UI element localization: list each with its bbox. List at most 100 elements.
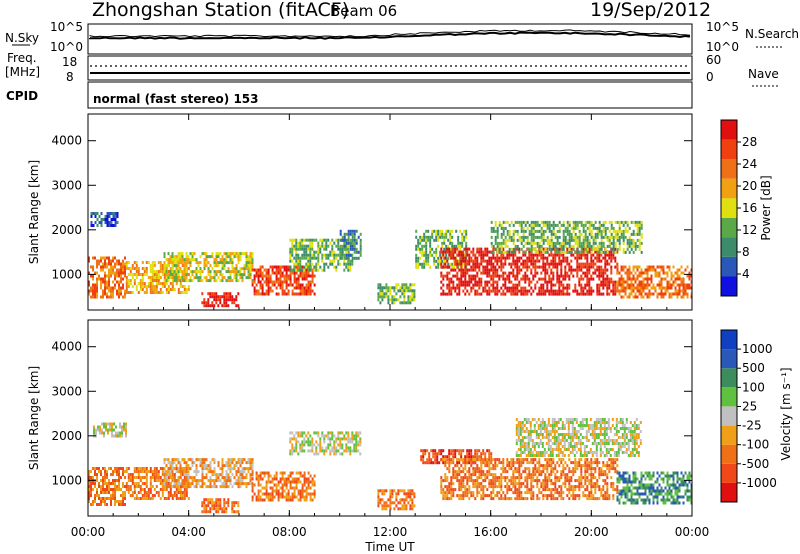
data-cell: [616, 235, 619, 239]
data-cell: [532, 238, 535, 242]
data-cell: [203, 458, 206, 462]
data-cell: [460, 265, 463, 269]
data-cell: [247, 470, 250, 474]
data-cell: [108, 268, 110, 272]
data-cell: [588, 271, 591, 275]
data-cell: [528, 232, 531, 236]
data-cell: [351, 247, 354, 251]
data-cell: [355, 229, 358, 233]
data-cell: [588, 223, 591, 227]
data-cell: [205, 498, 208, 502]
data-cell: [175, 261, 178, 264]
data-cell: [149, 279, 152, 282]
data-cell: [177, 264, 180, 268]
data-cell: [598, 223, 601, 227]
data-cell: [472, 473, 475, 477]
data-cell: [147, 282, 150, 285]
data-cell: [120, 274, 122, 278]
data-cell: [159, 291, 162, 294]
data-cell: [149, 479, 152, 482]
data-cell: [120, 476, 122, 479]
data-cell: [349, 229, 352, 233]
data-cell: [133, 485, 136, 488]
data-cell: [277, 280, 280, 284]
data-cell: [112, 295, 114, 299]
data-cell: [257, 271, 260, 275]
data-cell: [98, 497, 100, 500]
data-cell: [285, 483, 288, 487]
data-cell: [124, 485, 126, 488]
data-cell: [608, 256, 611, 260]
data-cell: [680, 283, 683, 287]
data-cell: [628, 235, 631, 239]
data-cell: [608, 292, 611, 296]
data-cell: [263, 274, 266, 278]
data-cell: [92, 268, 94, 272]
data-cell: [175, 458, 178, 462]
data-cell: [566, 238, 569, 242]
data-cell: [277, 492, 280, 496]
data-cell: [482, 497, 485, 501]
data-cell: [500, 247, 503, 251]
data-cell: [429, 235, 432, 239]
data-cell: [616, 283, 619, 287]
data-cell: [574, 289, 577, 293]
data-cell: [165, 476, 168, 480]
data-cell: [439, 235, 442, 239]
data-cell: [618, 289, 621, 293]
data-cell: [678, 274, 681, 278]
data-cell: [217, 276, 220, 280]
data-cell: [451, 262, 454, 266]
data-cell: [315, 452, 318, 456]
data-cell: [319, 440, 322, 444]
data-cell: [163, 497, 166, 500]
data-cell: [195, 479, 198, 483]
data-cell: [163, 261, 166, 265]
data-cell: [211, 267, 214, 271]
data-cell: [526, 274, 529, 278]
data-cell: [203, 298, 206, 302]
data-cell: [217, 264, 220, 268]
data-cell: [211, 504, 214, 508]
data-cell: [628, 238, 631, 242]
data-cell: [347, 235, 350, 239]
data-cell: [317, 431, 320, 435]
data-cell: [401, 292, 404, 296]
data-cell: [317, 256, 320, 260]
data-cell: [112, 268, 114, 272]
data-cell: [554, 235, 557, 239]
data-cell: [197, 470, 200, 474]
data-cell: [289, 283, 292, 287]
data-cell: [568, 283, 571, 287]
data-cell: [562, 289, 565, 293]
data-cell: [231, 461, 234, 465]
data-cell: [452, 470, 455, 474]
data-cell: [303, 238, 306, 242]
data-cell: [556, 271, 559, 275]
data-cell: [177, 255, 180, 259]
data-cell: [96, 280, 98, 284]
data-cell: [407, 286, 410, 290]
data-cell: [137, 473, 140, 476]
data-cell: [237, 252, 240, 256]
data-cell: [646, 268, 649, 272]
data-cell: [116, 289, 118, 293]
data-cell: [580, 286, 583, 290]
data-cell: [98, 485, 100, 488]
data-cell: [592, 277, 595, 281]
data-cell: [249, 467, 252, 471]
data-cell: [307, 443, 310, 447]
data-cell: [355, 437, 358, 441]
data-cell: [460, 277, 463, 281]
data-cell: [153, 285, 156, 288]
data-cell: [221, 464, 224, 468]
data-cell: [173, 255, 176, 259]
data-cell: [610, 223, 613, 227]
data-cell: [251, 461, 254, 465]
data-cell: [604, 235, 607, 239]
data-cell: [253, 492, 256, 496]
data-cell: [530, 268, 533, 272]
data-cell: [440, 476, 443, 480]
data-cell: [648, 283, 651, 287]
data-cell: [217, 298, 220, 302]
